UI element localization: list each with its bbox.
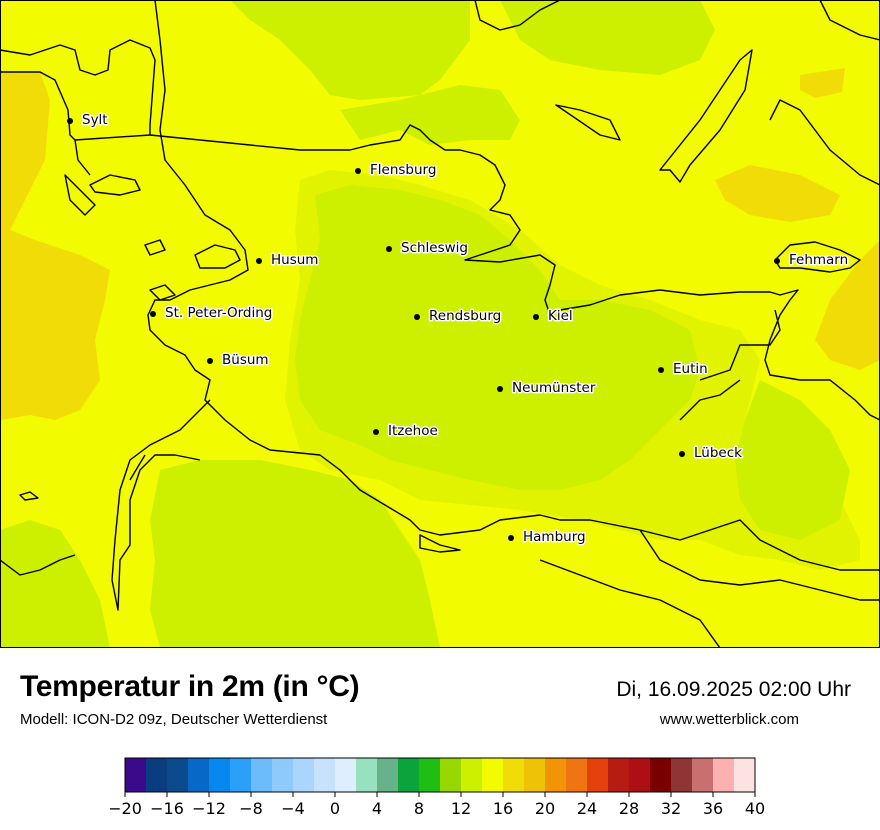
city-label-husum: Husum [271, 252, 318, 268]
colorbar-swatch [167, 758, 189, 792]
city-label-sylt: Sylt [82, 112, 108, 128]
colorbar-swatch [482, 758, 504, 792]
colorbar-swatch [545, 758, 567, 792]
colorbar-swatch [440, 758, 462, 792]
city-label-st-peter-ording: St. Peter-Ording [165, 305, 272, 321]
city-label-buesum: Büsum [222, 352, 269, 368]
city-fehmarn: Fehmarn [774, 251, 850, 270]
colorbar-swatch [734, 758, 756, 792]
colorbar-tick-label: 40 [745, 799, 765, 818]
temperature-map: Sylt Flensburg Schleswig Husum Fehmarn S… [0, 0, 880, 648]
city-neumuenster: Neumünster [497, 379, 597, 398]
field-12c-flensfjord [340, 85, 520, 145]
colorbar-tick-label: 0 [330, 799, 340, 818]
field-18c-baltic [715, 165, 840, 222]
website-link[interactable]: www.wetterblick.com [659, 711, 799, 728]
city-kiel: Kiel [533, 307, 574, 326]
field-12c-north [230, 0, 470, 100]
colorbar-swatch [272, 758, 294, 792]
city-label-hamburg: Hamburg [523, 529, 586, 545]
city-st-peter-ording: St. Peter-Ording [150, 304, 274, 323]
colorbar-swatch [713, 758, 735, 792]
colorbar-swatch [356, 758, 378, 792]
colorbar-tick-label: 24 [577, 799, 597, 818]
colorbar-swatch [398, 758, 420, 792]
city-luebeck: Lübeck [679, 444, 744, 463]
colorbar-swatch [524, 758, 546, 792]
field-12c-east [735, 380, 850, 540]
colorbar-tick-label: −20 [110, 799, 142, 818]
colorbar-tick-label: 4 [372, 799, 382, 818]
city-itzehoe: Itzehoe [373, 422, 439, 441]
forecast-datetime: Di, 16.09.2025 02:00 Uhr [616, 678, 851, 701]
colorbar-swatch [125, 758, 147, 792]
city-label-eutin: Eutin [673, 361, 708, 377]
colorbar-tick-label: −4 [281, 799, 305, 818]
colorbar-swatch [377, 758, 399, 792]
colorbar-tick-label: 28 [619, 799, 639, 818]
city-label-flensburg: Flensburg [370, 162, 436, 178]
field-18c-ne [800, 68, 845, 98]
field-12c-west [0, 520, 110, 648]
city-husum: Husum [256, 251, 320, 270]
coastlines [0, 0, 880, 648]
colorbar-swatch [335, 758, 357, 792]
colorbar-swatch [608, 758, 630, 792]
colorbar-swatch [314, 758, 336, 792]
colorbar-tick-label: 8 [414, 799, 424, 818]
colorbar-swatch [692, 758, 714, 792]
colorbar-tick-label: 32 [661, 799, 681, 818]
field-12c-center [295, 185, 700, 490]
city-hamburg: Hamburg [508, 528, 587, 547]
colorbar-swatch [671, 758, 693, 792]
colorbar-swatch [461, 758, 483, 792]
city-label-fehmarn: Fehmarn [789, 252, 848, 268]
model-info: Modell: ICON-D2 09z, Deutscher Wetterdie… [20, 711, 328, 728]
colorbar-tick-label: 16 [493, 799, 513, 818]
colorbar-tick-label: −12 [192, 799, 226, 818]
colorbar-swatch [209, 758, 231, 792]
colorbar-border [124, 757, 756, 793]
city-schleswig: Schleswig [386, 239, 470, 258]
city-eutin: Eutin [658, 360, 709, 379]
colorbar-tick-label: 12 [451, 799, 471, 818]
map-title: Temperatur in 2m (in °C) [20, 670, 360, 703]
city-label-itzehoe: Itzehoe [388, 423, 438, 439]
field-12c-ne [500, 0, 715, 75]
colorbar-swatch [188, 758, 210, 792]
city-label-rendsburg: Rendsburg [429, 308, 501, 324]
colorbar-tick-label: 36 [703, 799, 723, 818]
colorbar-swatch [146, 758, 168, 792]
colorbar-swatch [230, 758, 252, 792]
colorbar-tick-label: 20 [535, 799, 555, 818]
colorbar-swatch [293, 758, 315, 792]
colorbar-swatch [650, 758, 672, 792]
colorbar-swatch [419, 758, 441, 792]
colorbar-tick-label: −8 [239, 799, 263, 818]
legend-footer: Temperatur in 2m (in °C) Modell: ICON-D2… [0, 648, 880, 830]
field-18c-westsea [0, 72, 110, 420]
city-label-neumuenster: Neumünster [512, 380, 596, 396]
colorbar-swatch [566, 758, 588, 792]
city-label-kiel: Kiel [548, 308, 573, 324]
colorbar-tick-label: −16 [150, 799, 184, 818]
color-scale: −20 −16 −12 −8 −4 0 4 8 12 16 20 24 28 32 36 40 [110, 757, 765, 818]
city-label-luebeck: Lübeck [694, 445, 742, 461]
city-sylt: Sylt [67, 111, 109, 130]
field-12c-sw [150, 460, 440, 648]
colorbar-swatch [587, 758, 609, 792]
colorbar-swatch [503, 758, 525, 792]
colorbar-swatch [629, 758, 651, 792]
city-flensburg: Flensburg [355, 161, 438, 180]
field-18c-fehmarn [815, 240, 880, 370]
city-label-schleswig: Schleswig [401, 240, 468, 256]
colorbar-swatch [251, 758, 273, 792]
city-buesum: Büsum [207, 351, 270, 370]
city-rendsburg: Rendsburg [414, 307, 503, 326]
